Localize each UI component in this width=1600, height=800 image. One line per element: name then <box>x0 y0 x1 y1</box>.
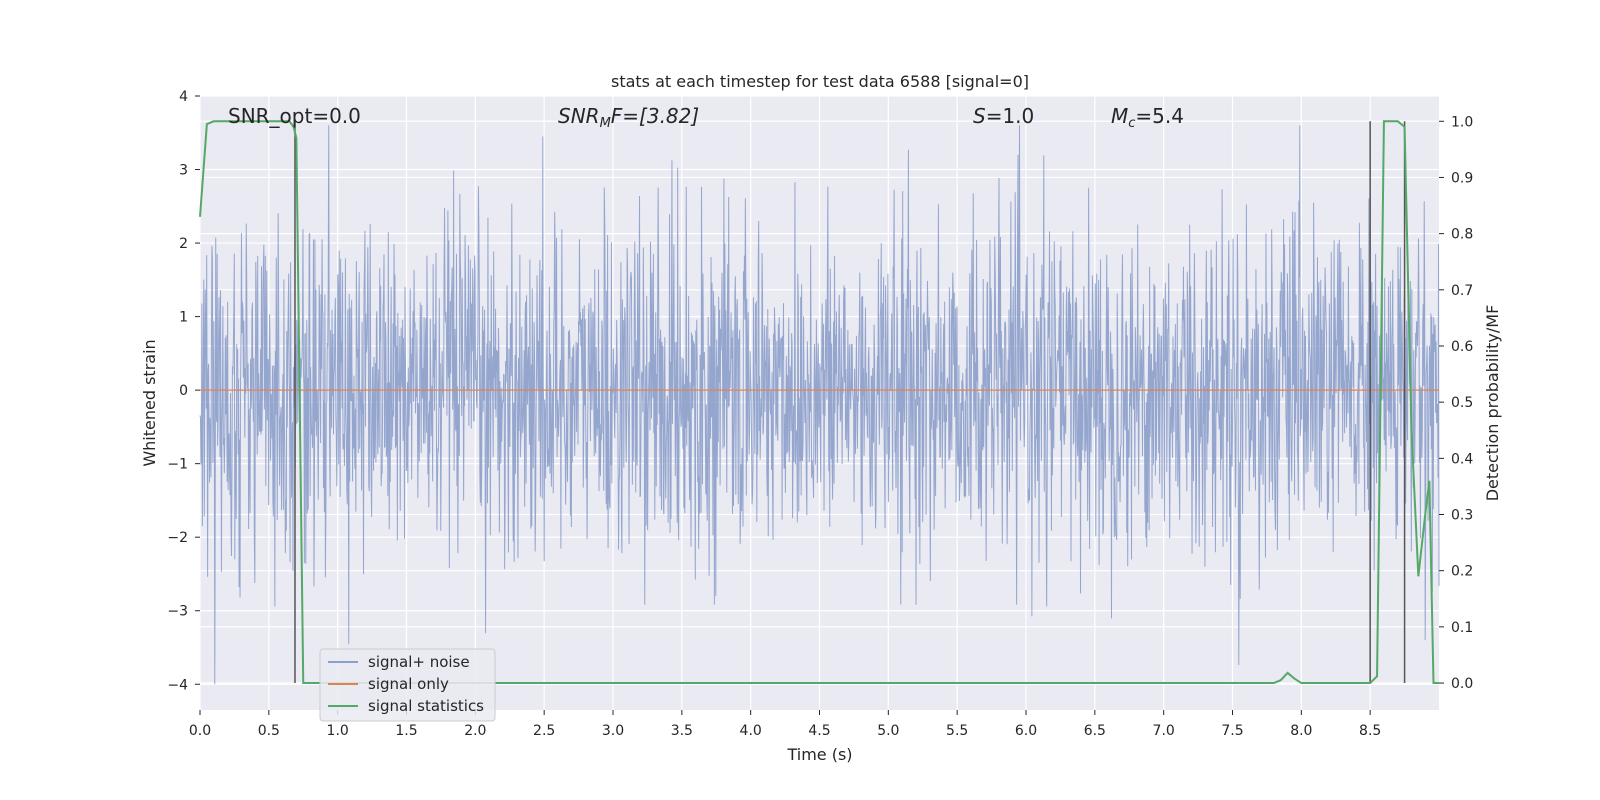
x-tick-label: 4.5 <box>808 723 830 739</box>
x-tick-label: 3.0 <box>602 723 624 739</box>
x-tick-label: 8.0 <box>1290 723 1312 739</box>
y2-tick-label: 0.0 <box>1451 676 1473 692</box>
x-axis-ticks: 0.0 0.5 1.0 1.5 2.0 2.5 3.0 3.5 4.0 4.5 5.0 5.5 6.0 6… <box>189 710 1381 739</box>
legend-label-signal: signal only <box>368 675 449 693</box>
y-tick-label: −4 <box>167 677 188 693</box>
y-tick-label: 4 <box>179 89 188 105</box>
legend: signal+ noise signal only signal statist… <box>319 648 496 722</box>
y2-tick-label: 1.0 <box>1451 114 1473 130</box>
y2-tick-label: 0.9 <box>1451 170 1473 186</box>
x-tick-label: 6.0 <box>1015 723 1037 739</box>
legend-box <box>319 648 496 722</box>
x-tick-label: 0.0 <box>189 723 211 739</box>
y-tick-label: 0 <box>179 383 188 399</box>
x-tick-label: 1.5 <box>395 723 417 739</box>
x-axis-title: Time (s) <box>786 745 852 764</box>
y-tick-label: −3 <box>167 604 188 620</box>
x-tick-label: 5.5 <box>946 723 968 739</box>
chart-title: stats at each timestep for test data 658… <box>611 72 1029 91</box>
annotation-s: S=1.0 <box>973 104 1034 128</box>
legend-label-noise: signal+ noise <box>368 653 470 671</box>
x-tick-label: 2.0 <box>464 723 486 739</box>
vertical-markers <box>294 121 1406 684</box>
x-tick-label: 2.5 <box>533 723 555 739</box>
y2-axis-title: Detection probability/MF <box>1483 305 1502 502</box>
y2-tick-label: 0.1 <box>1451 620 1473 636</box>
y-tick-label: −2 <box>167 530 188 546</box>
annotation-snr-opt: SNR_opt=0.0 <box>228 104 361 128</box>
y2-tick-label: 0.7 <box>1451 283 1473 299</box>
y2-tick-label: 0.4 <box>1451 451 1473 467</box>
x-tick-label: 6.5 <box>1084 723 1106 739</box>
x-tick-label: 1.0 <box>327 723 349 739</box>
x-tick-label: 8.5 <box>1359 723 1381 739</box>
y2-tick-label: 0.3 <box>1451 508 1473 524</box>
series-signal-statistics <box>199 120 1439 685</box>
x-tick-label: 4.0 <box>740 723 762 739</box>
x-tick-label: 7.5 <box>1221 723 1243 739</box>
x-tick-label: 0.5 <box>258 723 280 739</box>
y2-tick-label: 0.8 <box>1451 227 1473 243</box>
annotation-snr-mf: SNRMF=[3.82] <box>558 104 699 131</box>
y2-tick-label: 0.2 <box>1451 564 1473 580</box>
y2-tick-label: 0.5 <box>1451 395 1473 411</box>
y-tick-label: 3 <box>179 163 188 179</box>
annotation-mc: Mc=5.4 <box>1111 104 1184 131</box>
y-tick-label: 2 <box>179 236 188 252</box>
legend-label-stats: signal statistics <box>368 697 484 715</box>
y-tick-label: 1 <box>179 310 188 326</box>
x-tick-label: 7.0 <box>1153 723 1175 739</box>
x-tick-label: 5.0 <box>877 723 899 739</box>
signal-statistics-line <box>199 120 1439 685</box>
x-tick-label: 3.5 <box>671 723 693 739</box>
signal-noise-line <box>199 125 1440 685</box>
y-tick-label: −1 <box>167 457 188 473</box>
y-axis-title: Whitened strain <box>140 339 159 466</box>
series-signal-noise <box>199 125 1440 685</box>
y2-axis-ticks: 1.0 0.9 0.8 0.7 0.6 0.5 0.4 0.3 0.2 0.1 0.0 <box>1439 114 1473 692</box>
y-axis-ticks: 4 3 2 1 0 −1 −2 −3 −4 <box>167 89 200 693</box>
y2-tick-label: 0.6 <box>1451 339 1473 355</box>
